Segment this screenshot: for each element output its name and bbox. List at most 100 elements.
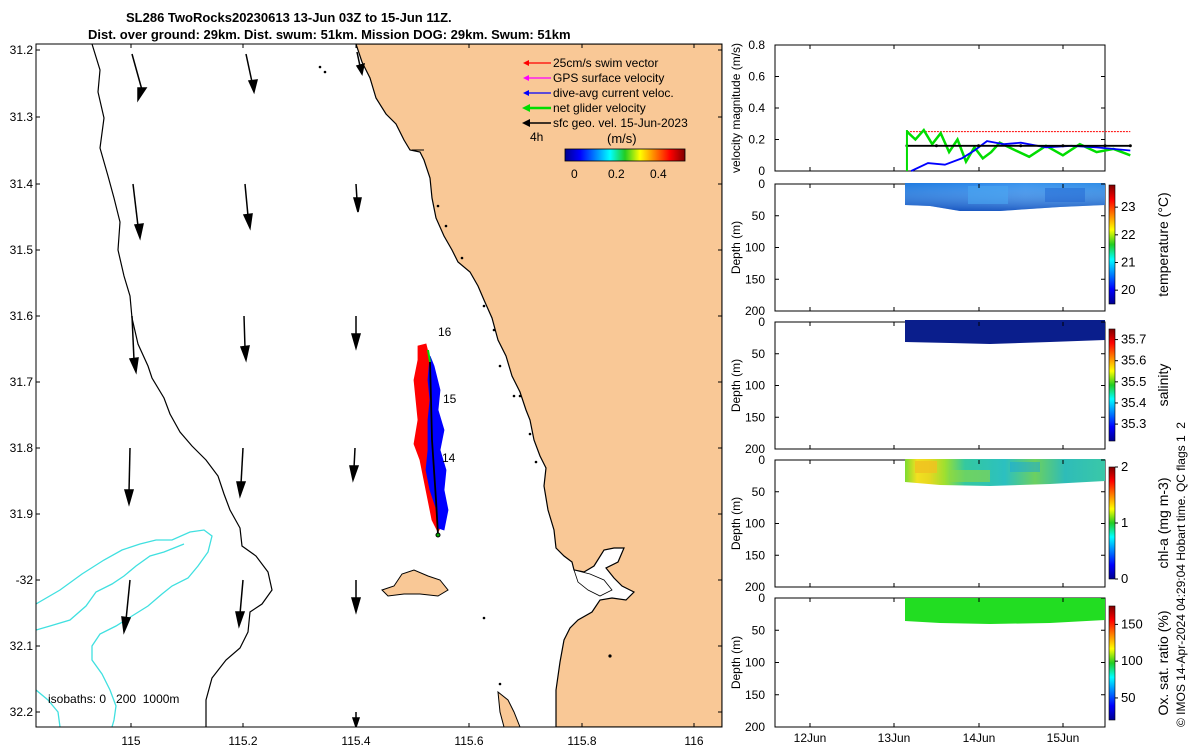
island: [381, 569, 449, 597]
net-glider-velocity: [427, 349, 431, 363]
map-x-tick-label: 115.6: [454, 734, 483, 748]
velocity-point: [977, 144, 981, 148]
panel-x-tick-label: 13Jun: [878, 731, 911, 745]
geo-velocity-arrows: [121, 51, 365, 727]
velocity-series: [905, 127, 1132, 172]
map-y-tick-label: 31.2: [10, 43, 34, 57]
salinity-colorbar: [1108, 328, 1116, 442]
panel-y-tick-label: 0.2: [748, 133, 765, 147]
colorbar-tick-label: 35.6: [1121, 353, 1146, 368]
panel-y-tick-label: 150: [745, 688, 765, 702]
map-x-tick-label: 115.4: [341, 734, 370, 748]
colorbar-tick-label: 23: [1121, 199, 1135, 214]
figure-title-line2: Dist. over ground: 29km. Dist. swum: 51k…: [88, 27, 571, 42]
map-y-tick-label: 31.3: [10, 110, 34, 124]
panel-y-tick-label: 150: [745, 272, 765, 286]
panel-y-tick-label: 200: [745, 720, 765, 734]
map-legend: 25cm/s swim vector GPS surface velocity …: [522, 56, 688, 181]
panel-y-tick-label: 50: [752, 209, 766, 223]
map-y-tick-label: 31.7: [10, 375, 34, 389]
colorbar-label: salinity: [1155, 364, 1171, 407]
right-panels: 0 0.2 0.4 0.6 0.8 velocity magnitude (m/s) 0 50…: [729, 38, 1171, 745]
panel-y-tick-label: 100: [745, 517, 765, 531]
map-x-tick-label: 115.8: [567, 734, 596, 748]
right-axes: 0 0.2 0.4 0.6 0.8 velocity magnitude (m/s) 0 50…: [729, 38, 1171, 745]
map-x-ticks: 115 115.2 115.4 115.6 115.8 116: [121, 44, 704, 748]
colorbar-tick-label: 150: [1121, 616, 1143, 631]
map-y-ticks: 31.2 31.3 31.4 31.5 31.6 31.7 31.8 31.9 -32 32.1 3…: [10, 43, 722, 719]
panel-x-tick-label: 12Jun: [794, 731, 827, 745]
panel-y-label: Depth (m): [729, 359, 743, 412]
temperature-field: [905, 183, 1105, 211]
map-x-tick-label: 115: [121, 734, 140, 748]
map-colorbar-tick-1: 0.2: [608, 167, 625, 181]
colorbar-tick-label: 35.4: [1121, 395, 1146, 410]
colorbar-tick-label: 20: [1121, 282, 1135, 297]
panel-y-tick-label: 200: [745, 442, 765, 456]
colorbar-tick-label: 0: [1121, 571, 1128, 586]
colorbar-label: chl-a (mg m-3): [1155, 477, 1171, 568]
panel-y-label: Depth (m): [729, 221, 743, 274]
isobath-200m: [91, 44, 273, 727]
colorbar-label: Ox. sat. ratio (%): [1155, 610, 1171, 715]
velocity-point: [1128, 144, 1132, 148]
colorbar-tick-label: 50: [1121, 690, 1135, 705]
colorbar-tick-label: 35.3: [1121, 416, 1146, 431]
chla-colorbar: [1108, 466, 1116, 580]
map-colorbar: [564, 148, 686, 162]
panel-y-tick-label: 0.8: [748, 38, 765, 52]
panel-y-tick-label: 200: [745, 304, 765, 318]
panel-y-tick-label: 200: [745, 580, 765, 594]
legend-gps-velocity: GPS surface velocity: [553, 71, 664, 85]
panel-y-tick-label: 0: [758, 177, 765, 191]
colorbar-label: temperature (°C): [1155, 192, 1171, 296]
day-label-15: 15: [443, 392, 457, 406]
panel-x-tick-label: 15Jun: [1047, 731, 1080, 745]
map-y-tick-label: 31.4: [10, 177, 34, 191]
map-y-tick-label: -32: [16, 573, 34, 587]
panel-y-tick-label: 100: [745, 241, 765, 255]
map-x-tick-label: 116: [684, 734, 703, 748]
oxygen-field: [905, 598, 1105, 624]
panel-y-tick-label: 50: [752, 485, 766, 499]
colorbar-tick-label: 35.5: [1121, 374, 1146, 389]
panel-y-tick-label: 0.6: [748, 70, 765, 84]
map-colorbar-tick-0: 0: [571, 167, 578, 181]
map-y-tick-label: 31.5: [10, 243, 34, 257]
chla-field: [905, 459, 1105, 486]
panel-y-tick-label: 100: [745, 656, 765, 670]
day-label-14: 14: [442, 451, 456, 465]
map-y-tick-label: 31.6: [10, 309, 34, 323]
map-x-tick-label: 115.2: [228, 734, 257, 748]
map-y-tick-label: 32.2: [10, 705, 34, 719]
panel-y-tick-label: 50: [752, 623, 766, 637]
map-panel: 16 15 14 25cm/s swim vector GPS surface …: [10, 43, 723, 748]
isobath-1000m: [36, 529, 213, 727]
map-colorbar-label: (m/s): [607, 131, 637, 146]
oxygen-colorbar: [1108, 605, 1116, 721]
colorbar-tick-label: 35.7: [1121, 332, 1146, 347]
velocity-point: [1103, 144, 1107, 148]
temperature-colorbar: [1108, 184, 1116, 305]
panel-y-tick-label: 150: [745, 548, 765, 562]
velocity-point: [934, 144, 938, 148]
panel-y-tick-label: 0: [758, 164, 765, 178]
panel-y-label: Depth (m): [729, 636, 743, 689]
legend-sfc-geo: sfc geo. vel. 15-Jun-2023: [553, 116, 688, 130]
panel-y-tick-label: 0: [758, 453, 765, 467]
glider-track: [429, 361, 439, 536]
map-y-tick-label: 32.1: [10, 639, 34, 653]
map-colorbar-tick-2: 0.4: [650, 167, 667, 181]
panel-y-tick-label: 50: [752, 347, 766, 361]
figure-title-line1: SL286 TwoRocks20230613 13-Jun 03Z to 15-…: [126, 10, 452, 25]
day-label-16: 16: [438, 325, 452, 339]
colorbar-tick-label: 1: [1121, 515, 1128, 530]
colorbar-tick-label: 100: [1121, 653, 1143, 668]
panel-y-tick-label: 150: [745, 410, 765, 424]
colorbar-tick-label: 2: [1121, 459, 1128, 474]
map-y-tick-label: 31.8: [10, 441, 34, 455]
panel-y-tick-label: 0: [758, 315, 765, 329]
map-y-tick-label: 31.9: [10, 507, 34, 521]
panel-x-tick-label: 14Jun: [963, 731, 996, 745]
